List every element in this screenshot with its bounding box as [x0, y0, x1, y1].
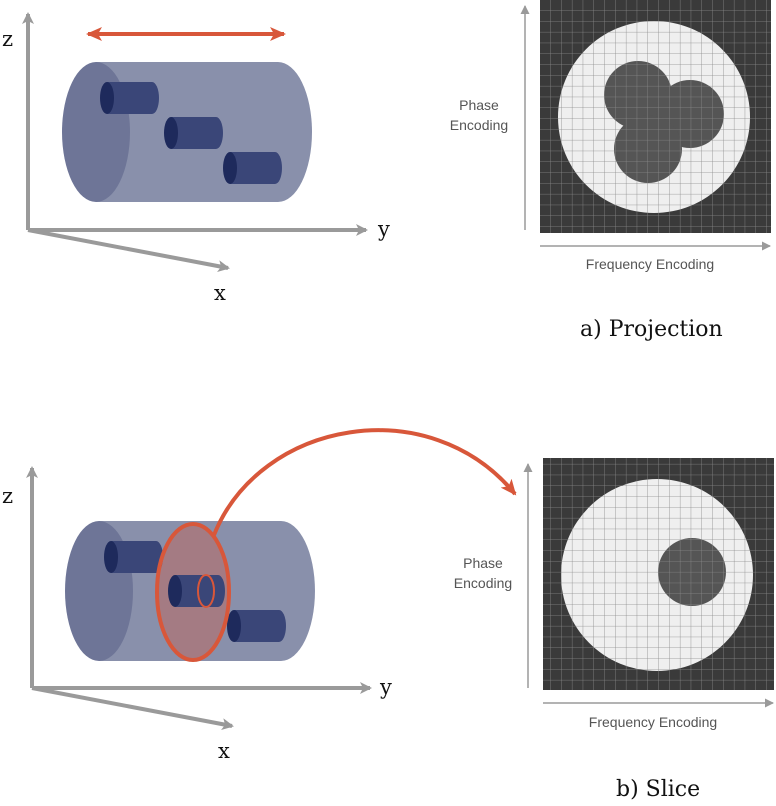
phase-label-line2-a: Encoding	[450, 117, 508, 133]
phase-label-line1-a: Phase	[459, 97, 499, 113]
frequency-label-b: Frequency Encoding	[589, 714, 717, 730]
inner-tube-2-a	[164, 117, 223, 149]
x-axis-b	[31, 686, 234, 731]
panel-a-projection: z y x	[2, 0, 771, 342]
axes-3d-a: z y x	[2, 12, 390, 305]
axes-3d-b: z y x	[2, 466, 392, 763]
cylinder-phantom-a	[62, 62, 312, 202]
slice-image-b	[543, 458, 774, 690]
projection-image-a	[540, 0, 771, 233]
axis-label-y-a: y	[377, 217, 390, 241]
x-axis-a	[27, 228, 230, 273]
inner-tube-3-a	[223, 152, 282, 184]
axis-label-x-a: x	[214, 281, 226, 305]
axis-label-z-b: z	[2, 484, 13, 508]
axis-label-z-a: z	[2, 27, 13, 51]
inner-tube-1-a	[100, 82, 159, 114]
pixel-grid-a	[540, 0, 771, 233]
phase-label-line1-b: Phase	[463, 555, 503, 571]
slice-to-image-arrow	[212, 428, 517, 536]
caption-a: a) Projection	[580, 317, 723, 342]
phase-label-line2-b: Encoding	[454, 575, 512, 591]
axis-label-x-b: x	[218, 739, 230, 763]
inner-tube-1-b	[104, 541, 163, 573]
axis-label-y-b: y	[379, 675, 392, 699]
panel-b-slice: z y x	[2, 428, 774, 802]
inner-tube-2-b	[168, 574, 225, 608]
caption-b: b) Slice	[616, 777, 700, 802]
pixel-grid-b	[543, 458, 774, 690]
cylinder-phantom-b	[65, 521, 315, 662]
frequency-label-a: Frequency Encoding	[586, 256, 714, 272]
inner-tube-3-b	[227, 610, 286, 642]
slice-intersection-ring	[197, 574, 215, 608]
